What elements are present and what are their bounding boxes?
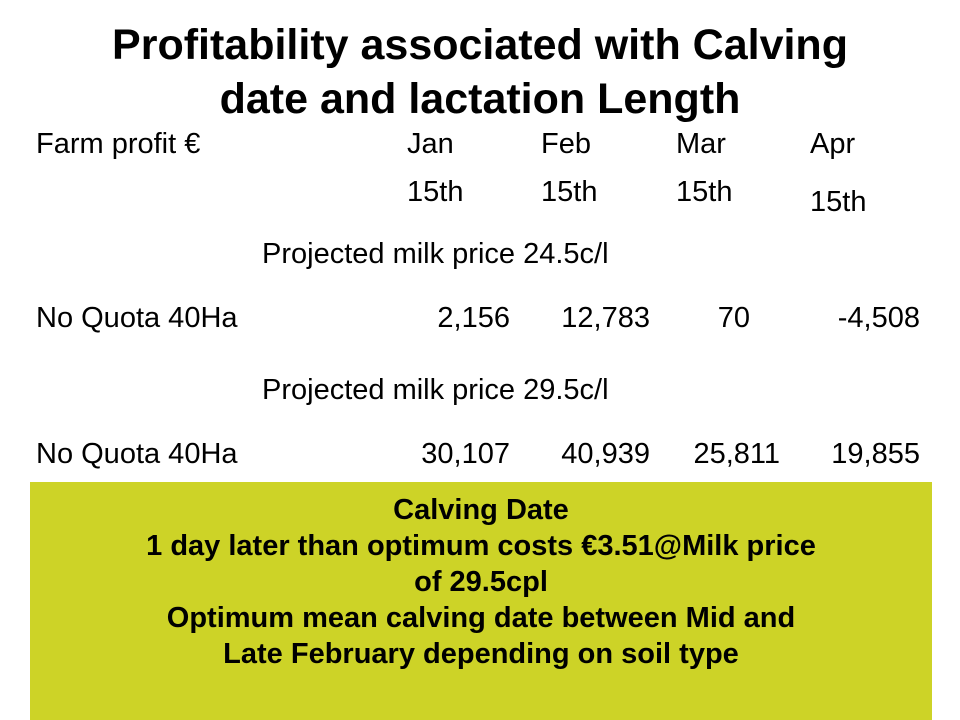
scenario-2-value-jan: 30,107	[421, 438, 510, 470]
scenario-2-value-feb: 40,939	[561, 438, 650, 470]
scenario-2-value-apr: 19,855	[831, 438, 920, 470]
column-header-mar-day: 15th	[676, 176, 733, 208]
column-header-feb-day: 15th	[541, 176, 598, 208]
row-label-header: Farm profit €	[36, 128, 201, 160]
scenario-caption-1: Projected milk price 24.5c/l	[262, 238, 609, 270]
scenario-1-value-feb: 12,783	[561, 302, 650, 334]
scenario-1-value-mar: 70	[717, 302, 750, 334]
scenario-1-value-jan: 2,156	[437, 302, 510, 334]
callout-line-5: Late February depending on soil type	[223, 638, 739, 670]
slide-title-line-2: date and lactation Length	[219, 75, 741, 123]
scenario-caption-2: Projected milk price 29.5c/l	[262, 374, 609, 406]
callout-line-2: 1 day later than optimum costs €3.51@Mil…	[146, 530, 816, 562]
column-header-apr-day: 15th	[810, 186, 867, 218]
scenario-row-label-2: No Quota 40Ha	[36, 438, 238, 470]
column-header-jan-month: Jan	[407, 128, 454, 160]
callout-line-3: of 29.5cpl	[414, 566, 548, 598]
column-header-apr-month: Apr	[810, 128, 856, 160]
slide-title: Profitability associated with Calving da…	[0, 18, 960, 126]
scenario-row-label-1: No Quota 40Ha	[36, 302, 238, 334]
scenario-2-value-mar: 25,811	[693, 438, 780, 470]
callout-line-1: Calving Date	[393, 494, 569, 526]
calving-date-callout: Calving Date 1 day later than optimum co…	[30, 482, 932, 720]
column-header-feb-month: Feb	[541, 128, 591, 160]
callout-line-4: Optimum mean calving date between Mid an…	[166, 602, 796, 634]
scenario-1-value-apr: -4,508	[837, 302, 920, 334]
slide-title-line-1: Profitability associated with Calving	[112, 21, 848, 69]
column-header-mar-month: Mar	[676, 128, 726, 160]
column-header-jan-day: 15th	[407, 176, 464, 208]
